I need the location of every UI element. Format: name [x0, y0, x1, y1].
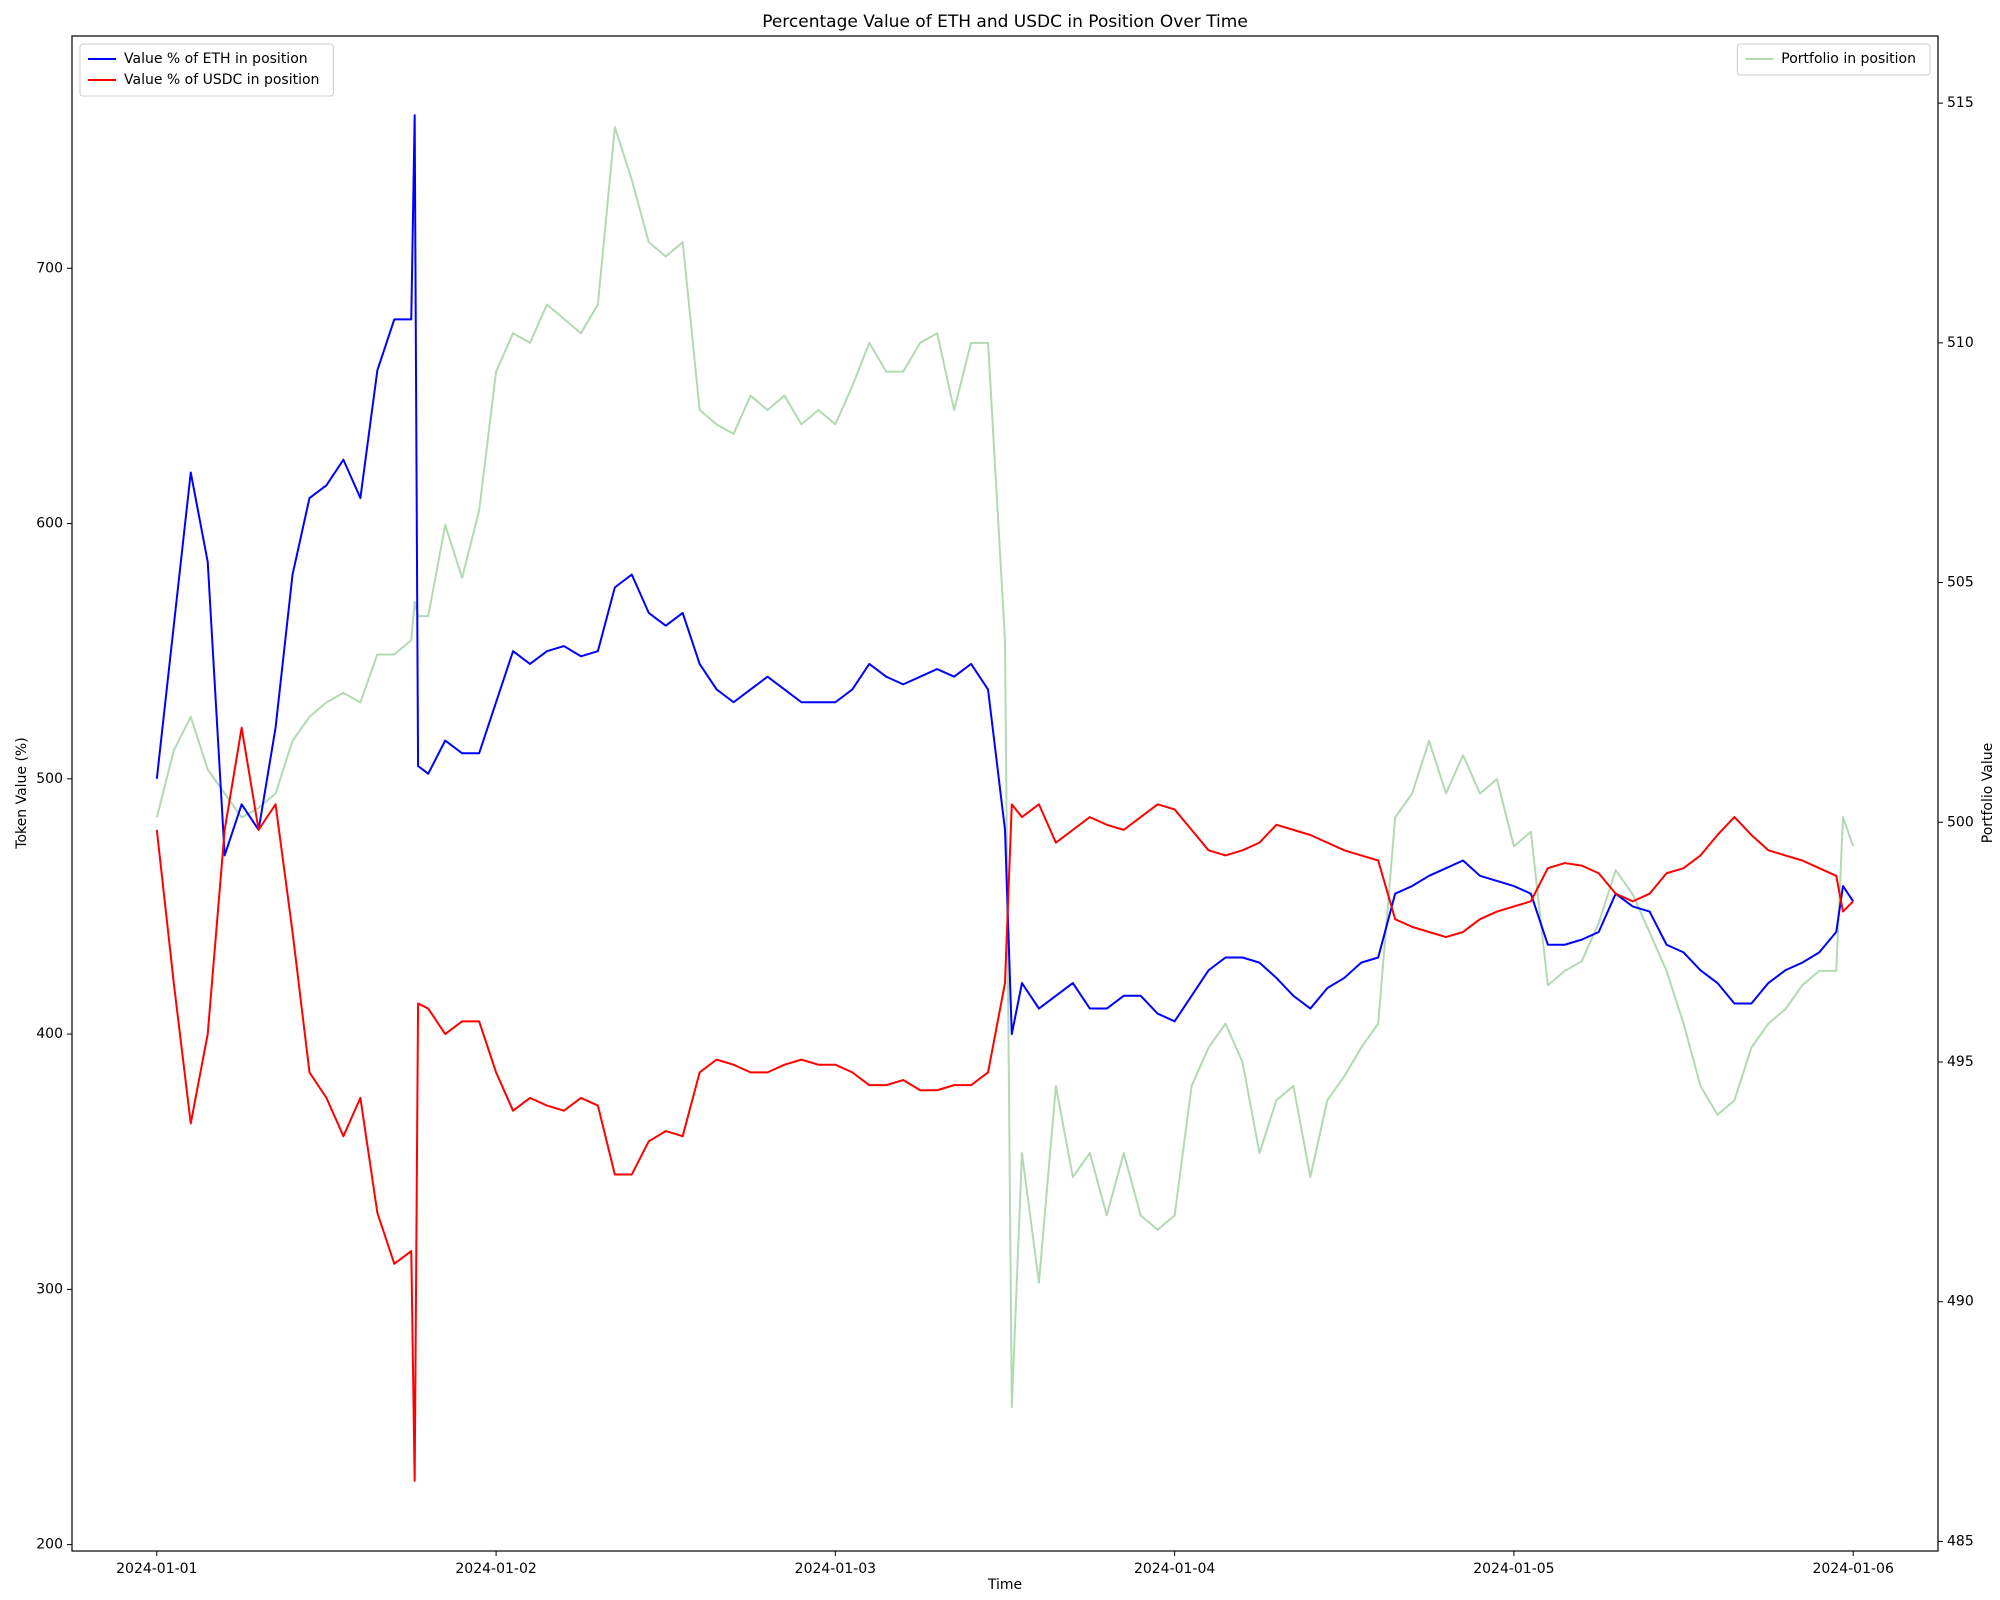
plot-frame: [71, 35, 1939, 1552]
x-tick-label: 2024-01-02: [455, 1561, 536, 1577]
legend-box: [79, 43, 334, 97]
y2-tick-label: 485: [1947, 1533, 1974, 1549]
legend-box: [1736, 43, 1931, 76]
y-tick-label: 200: [36, 1537, 63, 1553]
y2-tick-label: 490: [1947, 1294, 1974, 1310]
y-axis-label: Token Value (%): [14, 737, 30, 849]
y2-tick-label: 510: [1947, 335, 1974, 351]
y-tick-label: 500: [36, 771, 63, 787]
legend-label: Portfolio in position: [1781, 51, 1916, 67]
y-tick-label: 700: [36, 260, 63, 276]
y2-axis-label: Portfolio Value: [1980, 743, 1996, 844]
chart-title: Percentage Value of ETH and USDC in Posi…: [762, 12, 1248, 32]
y-tick-label: 600: [36, 516, 63, 532]
legend: Value % of ETH in position Value % of USD…: [79, 43, 334, 97]
plot-area: [155, 114, 1855, 1482]
y2-tick-label: 515: [1947, 95, 1974, 111]
data-line: [155, 726, 1854, 1482]
data-line: [155, 126, 1855, 1409]
legend: Portfolio in position: [1736, 43, 1931, 76]
y2-tick-label: 495: [1947, 1054, 1974, 1070]
x-tick-label: 2024-01-04: [1134, 1561, 1215, 1577]
y2-tick-label: 505: [1947, 575, 1974, 591]
x-tick-label: 2024-01-03: [795, 1561, 876, 1577]
data-line: [155, 114, 1855, 1036]
y2-tick-label: 500: [1947, 814, 1974, 830]
y-tick-label: 300: [36, 1281, 63, 1297]
x-tick-label: 2024-01-01: [116, 1561, 197, 1577]
y-tick-label: 400: [36, 1026, 63, 1042]
legend-label: Value % of ETH in position: [124, 51, 308, 67]
x-axis-label: Time: [987, 1577, 1022, 1593]
legend-label: Value % of USDC in position: [124, 72, 319, 88]
x-tick-label: 2024-01-06: [1812, 1561, 1893, 1577]
x-tick-label: 2024-01-05: [1473, 1561, 1554, 1577]
